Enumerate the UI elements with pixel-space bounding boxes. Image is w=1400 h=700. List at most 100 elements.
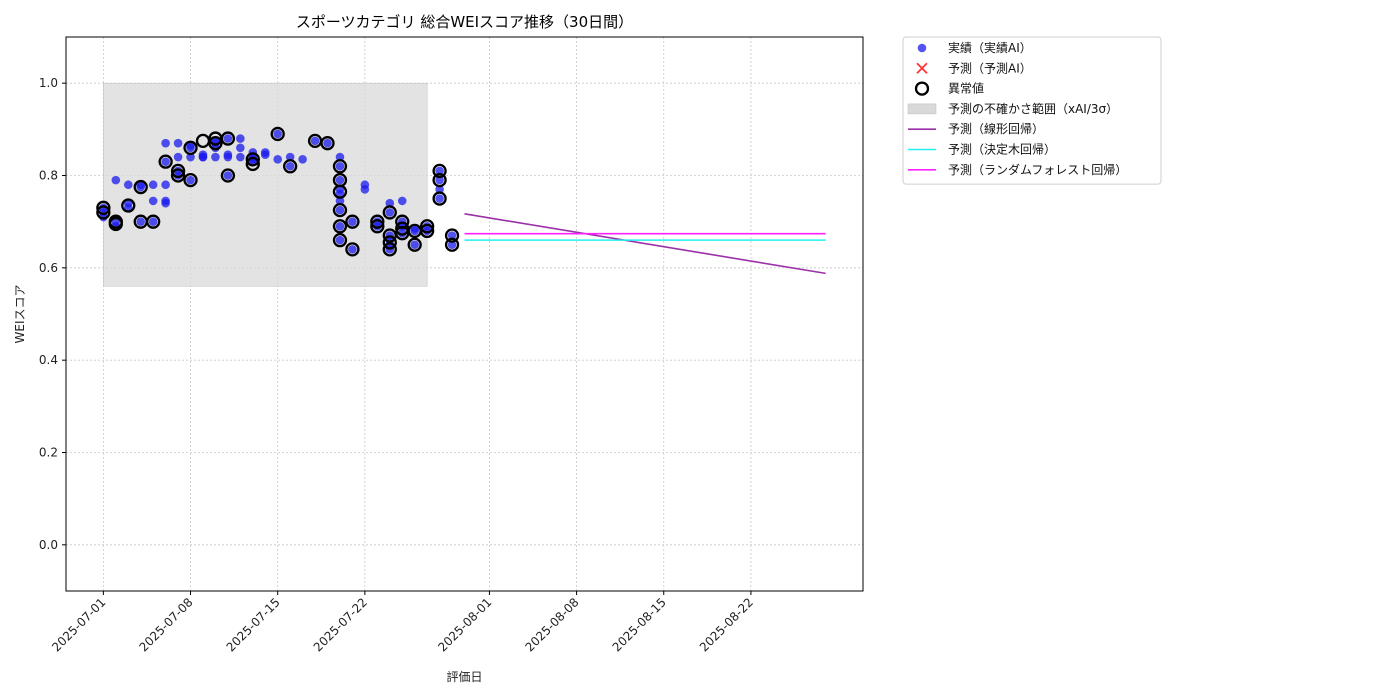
anomaly-marker <box>382 235 397 250</box>
y-tick-label: 0.0 <box>39 538 58 552</box>
anomaly-marker <box>382 242 397 257</box>
legend-predicted-marker <box>916 62 928 74</box>
legend-label: 予測（決定木回帰） <box>948 142 1056 157</box>
actual-point <box>410 240 419 250</box>
x-axis-label: 評価日 <box>446 669 482 684</box>
anomaly-marker <box>419 219 435 234</box>
actual-point <box>173 152 183 162</box>
actual-point <box>211 152 220 162</box>
actual-point <box>435 194 444 203</box>
actual-point <box>161 196 170 206</box>
x-tick-label: 2025-08-08 <box>522 595 581 654</box>
anomaly-marker <box>283 159 298 174</box>
anomaly-marker <box>432 163 447 179</box>
anomaly-series <box>96 126 460 257</box>
actual-point <box>335 205 345 215</box>
actual-point <box>148 217 158 226</box>
actual-point <box>298 155 307 164</box>
actual-point <box>335 235 345 245</box>
actual-point <box>348 245 357 254</box>
anomaly-marker <box>108 216 123 232</box>
actual-point <box>335 152 345 162</box>
anomaly-marker <box>245 152 260 167</box>
anomaly-marker <box>432 191 447 206</box>
actual-point <box>360 185 370 194</box>
actual-point <box>223 134 233 143</box>
actual-point <box>273 129 283 139</box>
x-tick-label: 2025-07-08 <box>136 595 195 654</box>
chart-title: スポーツカテゴリ 総合WEIスコア推移（30日間） <box>296 13 633 31</box>
actual-point <box>236 143 245 153</box>
y-tick-label: 0.2 <box>39 446 58 460</box>
legend-label: 予測（線形回帰） <box>948 121 1044 136</box>
anomaly-marker <box>345 214 360 229</box>
anomaly-marker <box>419 223 435 239</box>
anomaly-marker <box>444 228 460 243</box>
actual-point <box>148 196 158 206</box>
actual-point <box>447 231 457 240</box>
anomaly-marker <box>407 237 422 252</box>
actual-point <box>186 152 195 162</box>
anomaly-marker <box>96 205 111 220</box>
actual-point <box>260 148 270 157</box>
anomaly-marker <box>146 214 161 229</box>
plot-area-frame <box>65 36 864 592</box>
actual-point <box>435 185 444 194</box>
anomaly-marker <box>432 172 447 188</box>
x-tick-label: 2025-07-15 <box>224 595 283 654</box>
anomaly-marker <box>245 156 260 172</box>
anomaly-marker <box>208 136 223 151</box>
anomaly-marker <box>220 168 236 183</box>
y-axis-ticks: 0.0 0.2 0.4 0.6 0.8 1.0 <box>39 76 66 552</box>
actual-point <box>435 175 444 185</box>
legend-actual-marker <box>917 43 927 53</box>
actual-point <box>198 150 208 160</box>
anomaly-marker <box>158 154 173 169</box>
anomaly-marker <box>121 198 136 213</box>
actual-point <box>223 150 233 160</box>
x-axis-ticks: 2025-07-01 2025-07-08 2025-07-15 2025-07-22… <box>49 591 756 654</box>
actual-point <box>310 136 320 146</box>
anomaly-marker <box>270 126 285 142</box>
anomaly-marker <box>133 179 148 195</box>
legend-label: 予測の不確かさ範囲（xAI/3σ） <box>948 101 1118 116</box>
anomaly-marker <box>220 131 236 146</box>
actual-point <box>285 161 295 171</box>
legend-label: 実績（実績AI） <box>948 40 1032 55</box>
actual-point <box>335 161 345 171</box>
actual-point <box>161 180 170 190</box>
actual-point <box>223 171 233 180</box>
actual-point <box>173 138 183 148</box>
x-tick-label: 2025-08-22 <box>697 595 756 654</box>
legend-anomaly-marker <box>914 81 930 96</box>
anomaly-marker <box>332 219 348 234</box>
x-tick-label: 2025-08-01 <box>435 595 494 654</box>
actual-point <box>335 221 345 231</box>
anomaly-marker <box>444 237 460 252</box>
actual-point <box>136 217 146 226</box>
actual-point <box>236 134 245 143</box>
actual-point <box>111 175 121 185</box>
prediction-line <box>464 213 826 275</box>
legend-label: 異常値 <box>948 81 984 96</box>
actual-point <box>161 157 170 166</box>
actual-point <box>273 155 283 164</box>
y-tick-label: 0.4 <box>39 353 58 367</box>
y-tick-label: 0.6 <box>39 261 58 275</box>
actual-point <box>161 138 170 148</box>
anomaly-marker <box>183 172 198 188</box>
y-axis-label: WEIスコア <box>13 285 27 344</box>
actual-point <box>236 152 245 162</box>
actual-point <box>186 175 195 185</box>
anomaly-marker <box>170 163 186 179</box>
anomaly-marker <box>382 205 397 220</box>
actual-point <box>385 198 395 208</box>
actual-point <box>385 208 395 217</box>
anomaly-marker <box>170 168 186 183</box>
actual-point <box>285 152 295 162</box>
anomaly-marker <box>332 202 348 218</box>
y-tick-label: 1.0 <box>39 76 58 90</box>
anomaly-marker <box>370 214 385 229</box>
